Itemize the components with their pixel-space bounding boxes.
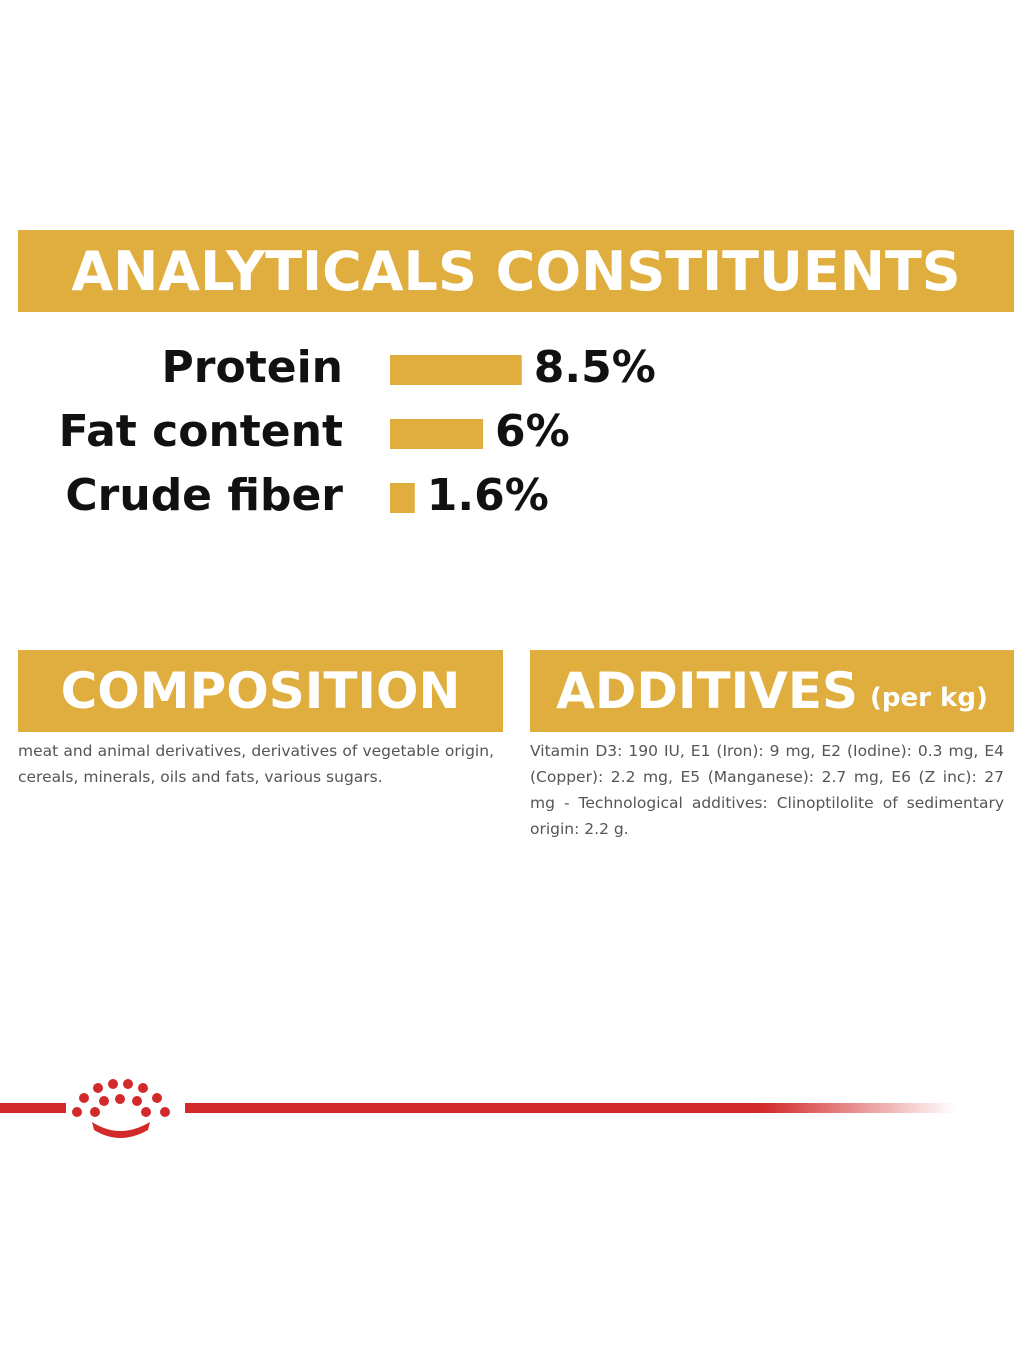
value-label: 6% bbox=[495, 406, 570, 457]
red-line bbox=[185, 1103, 955, 1113]
bar bbox=[390, 355, 522, 385]
footer-logo bbox=[0, 1079, 955, 1138]
title: ANALYTICALS CONSTITUENTS bbox=[71, 239, 961, 303]
composition-text: meat and animal derivatives, derivatives… bbox=[18, 742, 494, 786]
value-label: 1.6% bbox=[427, 470, 549, 521]
category-label: Protein bbox=[162, 342, 343, 393]
additives-title: ADDITIVES bbox=[556, 662, 859, 720]
title-banner: ANALYTICALS CONSTITUENTS bbox=[18, 230, 1014, 312]
red-line bbox=[0, 1103, 66, 1113]
category-label: Fat content bbox=[59, 406, 343, 457]
additives-text: Vitamin D3: 190 IU, E1 (Iron): 9 mg, E2 … bbox=[530, 742, 1004, 838]
category-label: Crude fiber bbox=[65, 470, 343, 521]
additives-banner: ADDITIVES (per kg) bbox=[530, 650, 1014, 732]
chart: Protein 8.5% Fat content 6% Crude fiber 1.6% bbox=[59, 342, 656, 521]
composition-title: COMPOSITION bbox=[60, 662, 461, 720]
bar bbox=[390, 419, 483, 449]
composition-banner: COMPOSITION bbox=[18, 650, 503, 732]
crown-icon bbox=[72, 1079, 170, 1138]
additives-unit: (per kg) bbox=[870, 683, 988, 713]
value-label: 8.5% bbox=[534, 342, 656, 393]
bar bbox=[390, 483, 415, 513]
